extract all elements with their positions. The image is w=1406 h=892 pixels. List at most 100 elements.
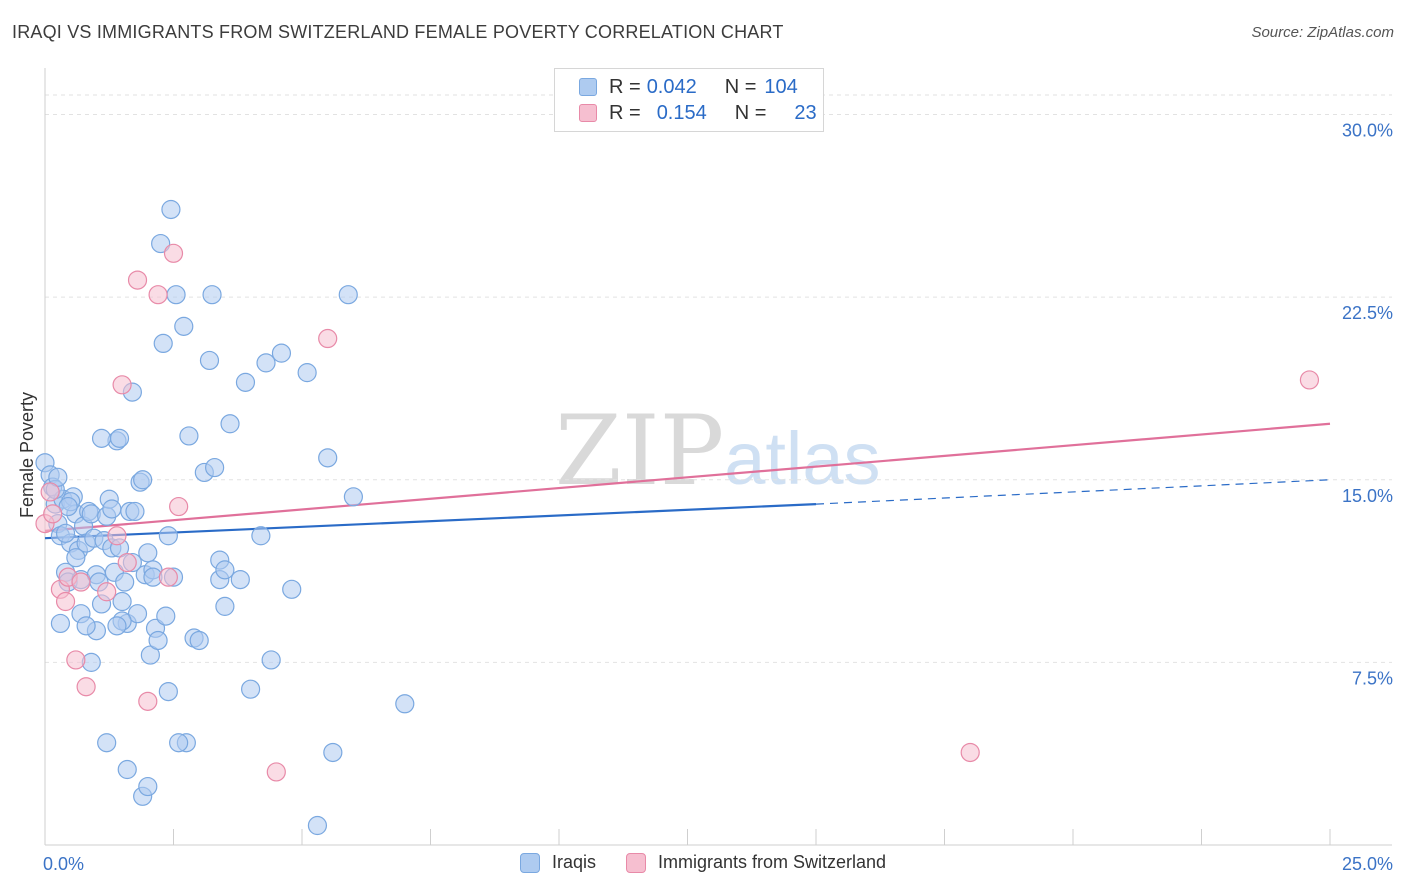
point-switzerland	[127, 270, 148, 290]
point-switzerland	[158, 567, 178, 587]
point-iraqis	[235, 372, 256, 392]
point-switzerland	[960, 742, 980, 763]
point-switzerland	[107, 526, 127, 546]
point-iraqis	[102, 499, 122, 519]
point-iraqis	[215, 596, 235, 616]
point-iraqis	[297, 363, 317, 383]
point-iraqis	[169, 733, 189, 753]
y-tick-label: 7.5%	[1352, 668, 1393, 688]
point-iraqis	[138, 543, 158, 563]
point-iraqis	[76, 616, 96, 636]
point-iraqis	[199, 350, 220, 371]
point-iraqis	[151, 233, 171, 254]
series-label-iraqis: Iraqis	[551, 852, 596, 872]
point-iraqis	[205, 457, 225, 478]
series-swatch-switzerland	[625, 852, 646, 873]
point-switzerland	[163, 243, 184, 263]
point-iraqis	[338, 285, 358, 305]
legend-row-iraqis: R = 0.042 N = 104	[579, 74, 798, 100]
y-axis-title: Female Poverty	[17, 392, 37, 518]
legend-n-value: 23	[794, 101, 817, 124]
point-iraqis	[343, 487, 363, 507]
y-tick-label: 15.0%	[1342, 486, 1393, 506]
point-iraqis	[271, 343, 292, 363]
point-iraqis	[282, 579, 302, 599]
legend-n-value: 104	[764, 75, 798, 98]
point-switzerland	[112, 375, 132, 395]
axis-labels: 7.5% 15.0% 22.5% 30.0% 0.0% 25.0% Female Pover…	[17, 121, 1393, 874]
watermark-zip: ZIP	[555, 395, 725, 507]
y-tick-label: 22.5%	[1342, 303, 1393, 323]
series-legend: Iraqis Immigrants from Switzerland	[0, 852, 1406, 873]
point-iraqis	[156, 606, 176, 626]
point-iraqis	[251, 526, 271, 546]
point-iraqis	[125, 501, 145, 522]
legend-r-label: R =	[609, 75, 641, 98]
legend-swatch-switzerland	[579, 104, 597, 122]
chart-title: IRAQI VS IMMIGRANTS FROM SWITZERLAND FEM…	[12, 22, 784, 42]
point-iraqis	[179, 426, 199, 446]
point-iraqis	[50, 613, 71, 634]
point-iraqis	[161, 199, 181, 220]
point-iraqis	[138, 776, 158, 797]
point-iraqis	[97, 733, 117, 753]
watermark: ZIPatlas	[555, 395, 881, 507]
point-switzerland	[97, 582, 117, 602]
legend-r-label: R =	[609, 101, 641, 124]
point-iraqis	[55, 523, 76, 543]
watermark-atlas: atlas	[724, 417, 881, 500]
series-legend-iraqis[interactable]: Iraqis	[519, 852, 596, 873]
point-iraqis	[215, 560, 235, 580]
legend-swatch-iraqis	[579, 78, 597, 96]
point-switzerland	[43, 504, 63, 524]
point-iraqis	[166, 285, 186, 305]
point-switzerland	[169, 496, 189, 517]
point-switzerland	[71, 572, 91, 592]
point-iraqis	[66, 548, 86, 568]
point-iraqis	[241, 679, 261, 699]
point-iraqis	[107, 616, 127, 636]
point-iraqis	[158, 681, 178, 702]
point-iraqis	[115, 572, 135, 592]
point-iraqis	[220, 414, 240, 434]
source-label: Source: ZipAtlas.com	[1251, 24, 1394, 41]
point-iraqis	[318, 448, 338, 468]
point-iraqis	[202, 285, 222, 305]
point-iraqis	[230, 569, 250, 590]
point-iraqis	[174, 316, 194, 336]
point-iraqis	[158, 526, 178, 546]
point-iraqis	[127, 604, 148, 624]
legend-row-switzerland: R = 0.154 N = 23	[579, 100, 817, 126]
point-iraqis	[109, 428, 130, 448]
data-points	[35, 199, 1320, 836]
point-iraqis	[189, 630, 209, 651]
point-switzerland	[55, 591, 76, 612]
axes	[44, 68, 1392, 846]
series-legend-switzerland[interactable]: Immigrants from Switzerland	[625, 852, 887, 873]
point-switzerland	[40, 482, 60, 502]
series-swatch-iraqis	[519, 852, 540, 873]
point-iraqis	[58, 496, 78, 517]
point-switzerland	[66, 650, 86, 670]
trend-line-iraqis-extension	[815, 479, 1331, 505]
point-iraqis	[133, 470, 153, 490]
point-switzerland	[266, 762, 286, 782]
point-iraqis	[117, 759, 137, 780]
point-switzerland	[148, 285, 168, 305]
x-tick-label: 0.0%	[43, 854, 84, 874]
point-switzerland	[117, 552, 137, 573]
point-switzerland	[1299, 370, 1320, 390]
point-iraqis	[307, 815, 328, 836]
trend-lines	[44, 422, 1331, 540]
point-iraqis	[148, 630, 168, 651]
point-switzerland	[138, 691, 158, 711]
point-iraqis	[112, 591, 132, 612]
legend-n-label: N =	[724, 75, 757, 98]
point-iraqis	[153, 333, 173, 354]
point-switzerland	[318, 328, 338, 349]
series-label-switzerland: Immigrants from Switzerland	[657, 852, 887, 872]
trend-line-switzerland	[44, 422, 1331, 532]
legend-n-label: N =	[734, 101, 767, 124]
point-iraqis	[261, 650, 281, 670]
